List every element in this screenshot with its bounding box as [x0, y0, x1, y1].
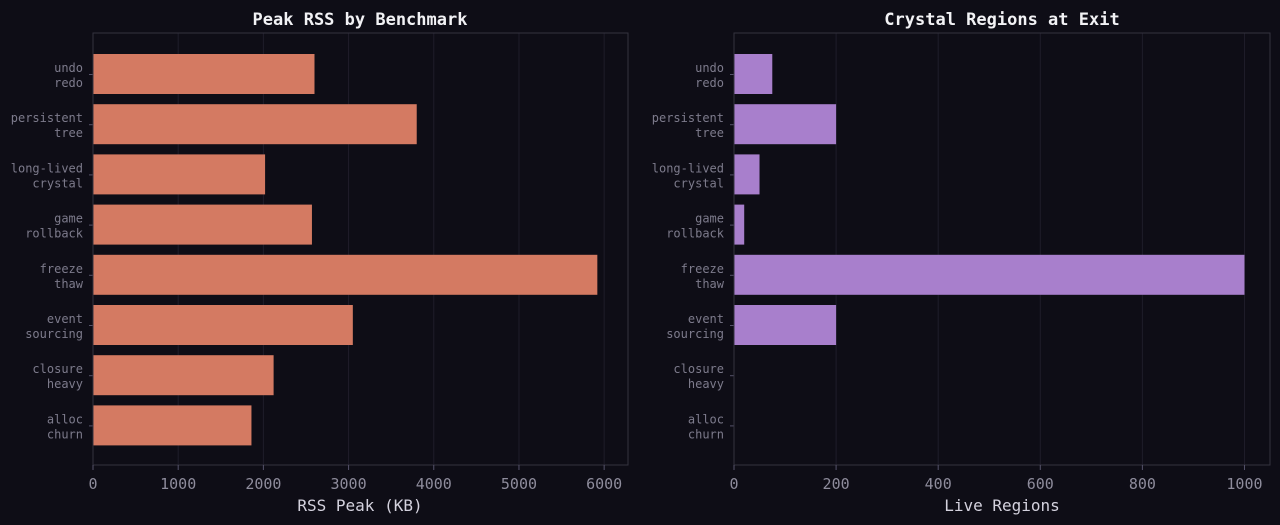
category-label: long-lived crystal	[11, 161, 83, 190]
category-label: persistent tree	[11, 111, 83, 140]
category-label: game rollback	[666, 212, 725, 241]
bar	[734, 54, 773, 94]
category-label: persistent tree	[652, 111, 724, 140]
category-label: closure heavy	[32, 362, 83, 391]
bar	[93, 104, 417, 145]
category-label: event sourcing	[666, 312, 724, 341]
x-axis-label: RSS Peak (KB)	[297, 496, 422, 515]
x-tick-label: 4000	[416, 475, 452, 493]
x-tick-label: 2000	[245, 475, 281, 493]
plot-frame	[733, 32, 1271, 466]
bar	[93, 355, 274, 396]
bar	[93, 154, 266, 195]
x-tick-label: 600	[1027, 475, 1054, 493]
bar	[734, 104, 837, 145]
x-tick-label: 1000	[1226, 475, 1262, 493]
bar	[734, 305, 837, 345]
bar	[93, 405, 252, 446]
bar	[93, 54, 315, 94]
category-label: undo redo	[695, 61, 724, 90]
category-label: closure heavy	[673, 362, 724, 391]
bar	[734, 204, 745, 245]
x-tick-label: 0	[729, 475, 738, 493]
category-label: freeze thaw	[681, 262, 725, 291]
category-label: event sourcing	[25, 312, 83, 341]
bar	[93, 305, 353, 345]
category-label: long-lived crystal	[652, 161, 724, 190]
x-tick-label: 6000	[586, 475, 622, 493]
x-axis-label: Live Regions	[944, 496, 1060, 515]
chart-peak-rss: Peak RSS by Benchmark RSS Peak (KB) undo…	[11, 10, 629, 515]
x-tick-label: 1000	[160, 475, 196, 493]
chart-title: Peak RSS by Benchmark	[253, 10, 468, 30]
chart-title: Crystal Regions at Exit	[884, 10, 1119, 30]
bar	[734, 154, 760, 195]
chart-crystal-regions: Crystal Regions at Exit Live Regions und…	[652, 10, 1271, 515]
category-label: freeze thaw	[40, 262, 84, 291]
category-label: alloc churn	[688, 412, 724, 441]
x-tick-label: 200	[823, 475, 850, 493]
x-tick-label: 400	[925, 475, 952, 493]
x-tick-label: 800	[1129, 475, 1156, 493]
x-tick-label: 3000	[331, 475, 367, 493]
plot-frame	[92, 32, 629, 466]
category-label: game rollback	[25, 212, 84, 241]
x-tick-label: 5000	[501, 475, 537, 493]
bar	[93, 204, 312, 245]
bar	[734, 254, 1245, 295]
category-label: alloc churn	[47, 412, 83, 441]
bar	[93, 254, 598, 295]
x-tick-label: 0	[88, 475, 97, 493]
category-label: undo redo	[54, 61, 83, 90]
